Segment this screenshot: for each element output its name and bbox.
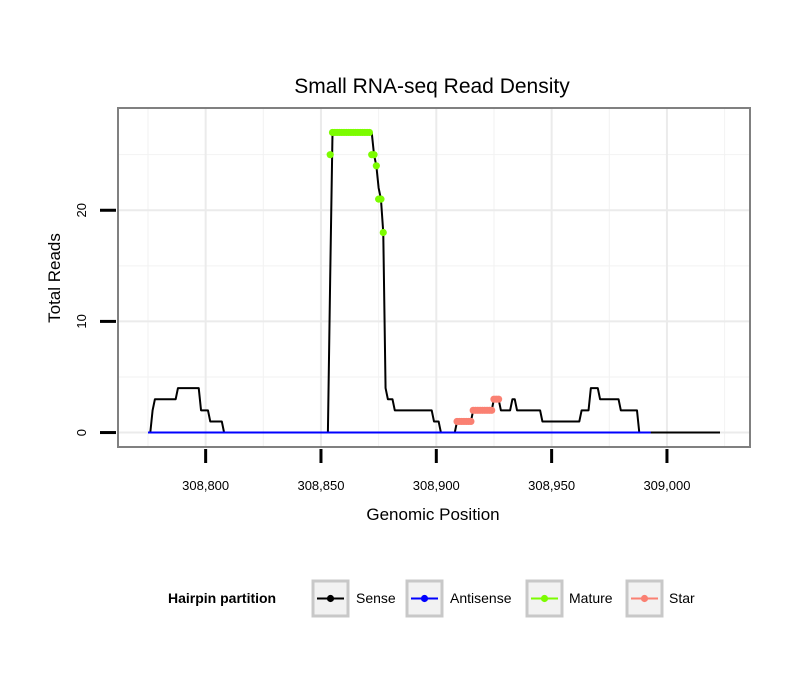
- data-point-mature: [379, 228, 387, 237]
- legend-title: Hairpin partition: [168, 590, 276, 606]
- x-axis-title: Genomic Position: [366, 505, 499, 524]
- data-point-mature: [370, 151, 378, 159]
- legend-dot-mature: [540, 594, 549, 603]
- data-point-mature: [377, 195, 385, 203]
- chart-title: Small RNA-seq Read Density: [294, 75, 570, 98]
- legend-dot-sense: [326, 594, 335, 603]
- x-tick-label: 308,900: [413, 478, 460, 493]
- legend-label-sense: Sense: [356, 590, 396, 606]
- plot-panel: [117, 107, 751, 448]
- legend-dot-star: [640, 594, 649, 603]
- legend-items: Sense Antisense Mature Star: [311, 579, 695, 618]
- series-points: [326, 128, 503, 426]
- data-point-mature: [372, 162, 380, 170]
- plot-background: [118, 108, 750, 447]
- y-tick-label: 20: [74, 203, 89, 217]
- x-tick-label: 309,000: [643, 478, 690, 493]
- y-tick-label: 0: [74, 429, 89, 436]
- legend-item-mature: Mature: [525, 579, 613, 618]
- plot-border: [117, 107, 751, 448]
- series-line-sense: [147, 131, 721, 434]
- legend-label-antisense: Antisense: [450, 590, 512, 606]
- y-axis: 0 10 20: [74, 203, 116, 436]
- legend: Hairpin partition Sense Antisense Mature St…: [168, 579, 695, 618]
- x-tick-label: 308,800: [182, 478, 229, 493]
- data-point-mature: [365, 128, 374, 137]
- legend-item-sense: Sense: [311, 579, 396, 618]
- y-axis-title: Total Reads: [45, 233, 64, 323]
- data-point-star: [467, 417, 475, 426]
- x-tick-label: 308,950: [528, 478, 575, 493]
- data-point-star: [488, 406, 496, 414]
- y-tick-label: 10: [74, 314, 89, 328]
- legend-item-antisense: Antisense: [405, 579, 512, 618]
- x-tick-label: 308,850: [297, 478, 344, 493]
- legend-dot-antisense: [420, 594, 429, 603]
- series-lines: [147, 131, 721, 434]
- legend-item-star: Star: [625, 579, 695, 618]
- data-point-mature: [326, 151, 334, 159]
- legend-label-star: Star: [669, 590, 695, 606]
- legend-label-mature: Mature: [569, 590, 613, 606]
- data-point-star: [494, 395, 503, 403]
- x-axis: 308,800 308,850 308,900 308,950 309,000: [182, 449, 690, 493]
